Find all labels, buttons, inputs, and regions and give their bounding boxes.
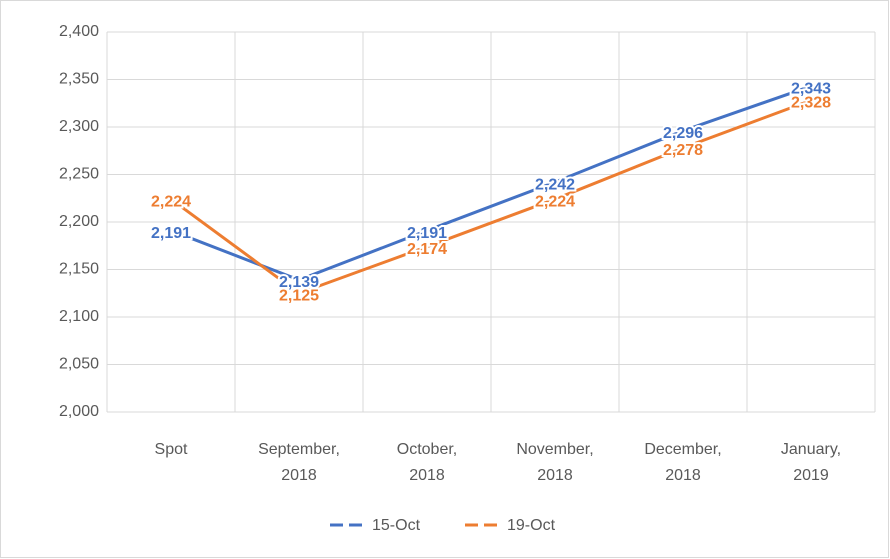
x-tick-label-line: 2018	[409, 467, 445, 484]
y-tick-label: 2,250	[59, 166, 99, 183]
x-tick-label-line: December,	[644, 441, 721, 458]
series-line	[170, 84, 812, 282]
x-tick-label-line: 2018	[665, 467, 701, 484]
x-tick-label: January, 2019	[781, 441, 841, 484]
data-label: 2,242	[535, 176, 575, 193]
y-tick-label: 2,400	[59, 23, 99, 40]
x-tick-label: November, 2018	[516, 441, 593, 484]
data-label: 2,224	[151, 193, 191, 210]
x-tick-label: December, 2018	[644, 441, 721, 484]
data-label: 2,125	[279, 287, 319, 304]
y-tick-label: 2,150	[59, 261, 99, 278]
data-label: 2,296	[663, 125, 703, 142]
y-tick-label: 2,050	[59, 356, 99, 373]
y-tick-label: 2,200	[59, 213, 99, 230]
data-label: 2,224	[535, 193, 575, 210]
data-label: 2,278	[663, 142, 703, 159]
data-label: 2,328	[791, 95, 831, 112]
data-label: 2,191	[407, 225, 447, 242]
data-label: 2,139	[279, 274, 319, 291]
x-tick-label-line: September,	[258, 441, 340, 458]
series-line	[170, 98, 812, 295]
data-label: 2,174	[407, 241, 447, 258]
x-tick-label-line: 2019	[793, 467, 829, 484]
x-tick-label: October, 2018	[397, 441, 457, 484]
legend-label: 19-Oct	[507, 517, 556, 534]
y-tick-label: 2,300	[59, 118, 99, 135]
x-tick-label: Spot	[155, 441, 188, 458]
x-tick-label-line: November,	[516, 441, 593, 458]
data-label: 2,191	[151, 225, 191, 242]
legend-label: 15-Oct	[372, 517, 421, 534]
y-tick-label: 2,350	[59, 71, 99, 88]
x-tick-label-line: 2018	[281, 467, 317, 484]
y-tick-label: 2,000	[59, 403, 99, 420]
x-tick-label-line: 2018	[537, 467, 573, 484]
x-tick-label-line: October,	[397, 441, 457, 458]
x-tick-label: September, 2018	[258, 441, 340, 484]
y-tick-label: 2,100	[59, 308, 99, 325]
x-tick-label-line: January,	[781, 441, 841, 458]
data-label: 2,343	[791, 80, 831, 97]
